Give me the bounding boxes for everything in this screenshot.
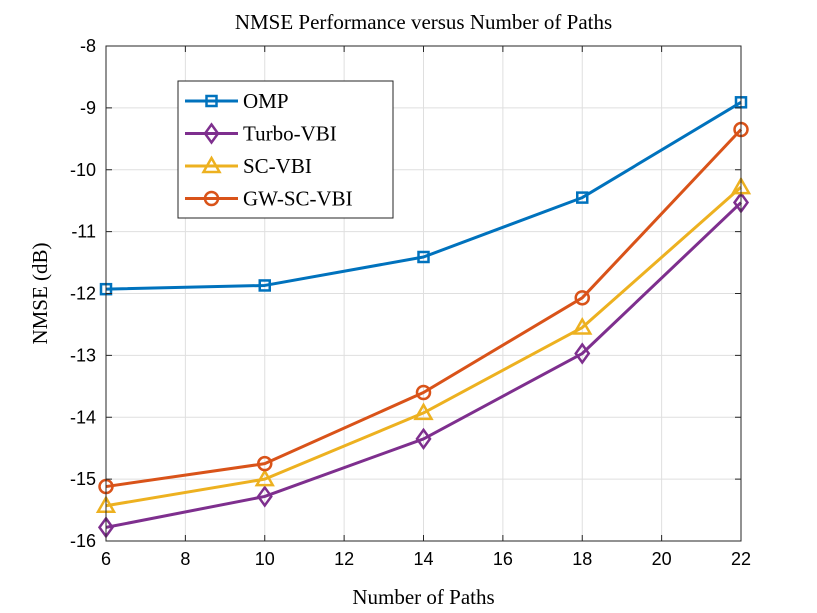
y-tick-label: -13 (70, 345, 96, 365)
x-axis-label: Number of Paths (352, 585, 494, 609)
omp-point (417, 250, 430, 264)
turbo-vbi-line (105, 201, 743, 529)
legend-label: GW-SC-VBI (243, 187, 353, 211)
y-tick-label: -16 (70, 531, 96, 551)
legend-box (177, 80, 394, 219)
x-tick-label: 22 (731, 549, 751, 569)
gw-sc-vbi-point (415, 384, 432, 401)
turbo-vbi-point (574, 342, 591, 365)
x-tick-label: 6 (101, 549, 111, 569)
y-tick-label: -11 (71, 222, 96, 242)
omp-point (576, 191, 589, 204)
gw-sc-vbi-point (574, 290, 590, 306)
sc-vbi-line (105, 185, 742, 508)
omp-point (258, 279, 271, 292)
legend-entry-turbo-vbi: Turbo-VBI (185, 122, 337, 146)
legend-entry-omp: OMP (185, 89, 289, 113)
series-layer (95, 96, 752, 539)
x-tick-label: 14 (413, 549, 433, 569)
grid-lines (105, 45, 742, 542)
legend-marker (201, 155, 222, 174)
sc-vbi-point (572, 317, 593, 335)
sc-vbi-point (254, 468, 275, 487)
ticks: 6 8 10 12 14 16 18 20 22 -8 -9 -10 -11 -12 -13 -14 -15 -1… (70, 36, 751, 569)
x-tick-label: 10 (255, 549, 275, 569)
y-tick-label: -14 (70, 407, 96, 427)
turbo-vbi-point (415, 427, 432, 451)
y-tick-label: -15 (70, 469, 96, 489)
sc-vbi-point (413, 402, 434, 421)
chart-title: NMSE Performance versus Number of Paths (235, 10, 612, 34)
x-tick-label: 8 (180, 549, 190, 569)
legend-label: OMP (243, 89, 289, 113)
legend-label: Turbo-VBI (243, 122, 337, 146)
y-axis-label: NMSE (dB) (28, 242, 52, 344)
legend-marker (203, 122, 220, 145)
x-tick-label: 18 (572, 549, 592, 569)
gw-sc-vbi-line (105, 128, 743, 489)
legend: OMP Turbo-VBI SC-VBI GW-SC-VBI (177, 80, 394, 219)
x-tick-label: 20 (652, 549, 672, 569)
x-tick-label: 16 (493, 549, 513, 569)
legend-marker (203, 190, 220, 207)
legend-marker (205, 94, 218, 108)
legend-entry-gw-sc-vbi: GW-SC-VBI (185, 187, 353, 211)
omp-line (105, 101, 742, 291)
y-tick-label: -10 (70, 160, 96, 180)
legend-entry-sc-vbi: SC-VBI (185, 154, 312, 178)
turbo-vbi-point (256, 485, 273, 508)
legend-label: SC-VBI (243, 154, 312, 178)
x-tick-label: 12 (334, 549, 354, 569)
gw-sc-vbi-point (257, 455, 273, 472)
y-tick-label: -8 (80, 36, 96, 56)
y-tick-label: -12 (70, 284, 96, 304)
y-tick-label: -9 (80, 98, 96, 118)
